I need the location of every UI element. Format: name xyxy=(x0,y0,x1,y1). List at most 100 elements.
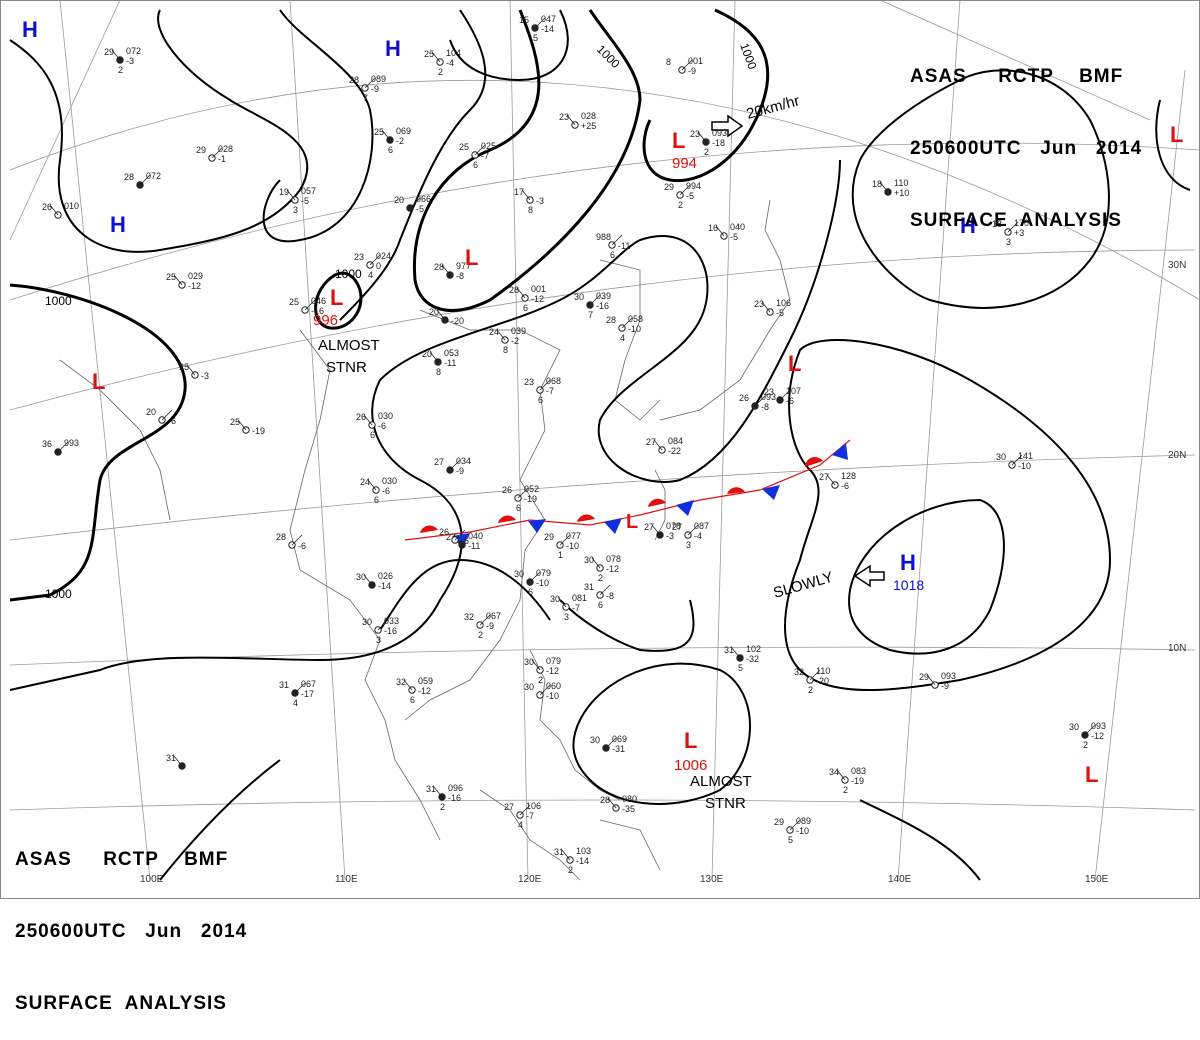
high-center: H xyxy=(900,550,916,575)
station-plot: 19 057-53 xyxy=(279,186,316,215)
station-pressure-tendency: -12 xyxy=(546,666,559,676)
station-pressure-tendency: -10 xyxy=(628,324,641,334)
lat-line-20n xyxy=(9,454,1196,541)
wind-barb xyxy=(687,524,699,536)
station-pressure: 080 xyxy=(622,794,637,804)
wind-barb xyxy=(436,309,446,321)
station-pressure: 028 xyxy=(218,144,233,154)
station-plot: 24 039-28 xyxy=(489,326,526,355)
isobar-east-china-sea xyxy=(379,159,841,483)
station-plot: 16 040-5 xyxy=(708,222,745,242)
station-temperature: 20 xyxy=(429,307,439,317)
high-center: H xyxy=(960,213,976,238)
station-plot: 23 068-76 xyxy=(524,376,561,405)
station-pressure-tendency: -12 xyxy=(418,686,431,696)
station-weather: 5 xyxy=(788,835,793,845)
wind-barb xyxy=(599,584,611,596)
lat-line-35n xyxy=(9,142,1200,301)
lat-label: 10N xyxy=(1168,643,1186,654)
station-pressure: 084 xyxy=(668,436,683,446)
station-plot: 26 093-8 xyxy=(739,392,776,412)
station-weather: 6 xyxy=(388,145,393,155)
station-pressure-tendency: -14 xyxy=(541,24,554,34)
station-plot: 31 xyxy=(166,753,186,770)
isobar-1000-low-996 xyxy=(314,271,363,330)
station-temperature: 8 xyxy=(666,57,671,67)
wind-barb xyxy=(926,674,936,686)
station-temperature: 30 xyxy=(514,569,524,579)
wind-barb xyxy=(521,189,531,201)
station-pressure: 052 xyxy=(524,484,539,494)
station-plot: 32 059-126 xyxy=(396,676,433,705)
station-temperature: 32 xyxy=(794,667,804,677)
cold-front-symbol xyxy=(528,519,546,533)
station-temperature: 23 xyxy=(524,377,534,387)
station-pressure: 059 xyxy=(418,676,433,686)
wind-barb xyxy=(566,114,576,126)
station-plot: 29 077-101 xyxy=(544,531,581,560)
station-plot: 26 -6 xyxy=(439,527,469,546)
station-temperature: 32 xyxy=(396,677,406,687)
station-temperature: 29 xyxy=(196,145,206,155)
wind-barb xyxy=(364,77,376,89)
station-pressure: 026 xyxy=(378,571,393,581)
station-weather: 6 xyxy=(516,503,521,513)
station-pressure: 001 xyxy=(688,56,703,66)
station-pressure: 089 xyxy=(796,816,811,826)
station-pressure-tendency: -32 xyxy=(746,654,759,664)
station-pressure: 103 xyxy=(576,846,591,856)
station-pressure: 067 xyxy=(486,611,501,621)
station-pressure-tendency: -3 xyxy=(126,56,134,66)
station-pressure: 067 xyxy=(301,679,316,689)
wind-barb xyxy=(496,329,506,341)
station-temperature: 25 xyxy=(166,272,176,282)
station-pressure: 024 xyxy=(376,251,391,261)
station-pressure-tendency: -7 xyxy=(572,603,580,613)
station-pressure-tendency: -16 xyxy=(448,793,461,803)
station-weather: 2 xyxy=(438,67,443,77)
isobar-southwest xyxy=(159,759,281,881)
station-pressure: 106 xyxy=(776,298,791,308)
lon-label: 110E xyxy=(335,874,358,885)
station-pressure: 066 xyxy=(416,194,431,204)
wind-barb xyxy=(363,574,373,586)
station-pressure-tendency: -4 xyxy=(694,531,702,541)
wind-barb xyxy=(429,351,439,363)
wind-barb xyxy=(681,59,693,71)
station-temperature: 28 xyxy=(600,795,610,805)
station-pressure: 093 xyxy=(1091,721,1106,731)
wind-barb xyxy=(559,534,571,546)
coastline-india xyxy=(59,359,171,521)
product-code: ASAS xyxy=(15,849,72,870)
station-temperature: 23 xyxy=(754,299,764,309)
wind-barb xyxy=(561,849,571,861)
station-pressure-tendency: -6 xyxy=(168,416,176,426)
station-pressure-tendency: -9 xyxy=(486,621,494,631)
station-plot: 27 078-3 xyxy=(644,521,681,541)
station-temperature: 25 xyxy=(289,297,299,307)
lon-label: 150E xyxy=(1085,874,1109,885)
lon-line-120e xyxy=(509,0,529,881)
station-weather: 7 xyxy=(588,310,593,320)
coastline-taiwan xyxy=(654,469,666,541)
wind-barb xyxy=(363,414,373,426)
station-plot: 28 001-126 xyxy=(509,284,546,313)
station-weather: 2 xyxy=(478,630,483,640)
wind-barb xyxy=(111,49,121,61)
station-pressure: 034 xyxy=(456,456,471,466)
station-plot: 17 -38 xyxy=(514,187,544,215)
station-temperature: 24 xyxy=(489,327,499,337)
lon-line-90e xyxy=(9,0,121,241)
station-pressure-tendency: -8 xyxy=(456,271,464,281)
coastline-china xyxy=(289,329,441,841)
wind-barb xyxy=(754,395,766,407)
station-pressure: 077 xyxy=(566,531,581,541)
front-line xyxy=(404,439,851,541)
station-pressure-tendency: -12 xyxy=(606,564,619,574)
station-pressure: 057 xyxy=(301,186,316,196)
wind-barb xyxy=(286,189,296,201)
lon-label: 120E xyxy=(518,874,542,885)
station-pressure: 079 xyxy=(546,656,561,666)
station-pressure-tendency: 0 xyxy=(376,261,381,271)
station-temperature: 26 xyxy=(502,485,512,495)
